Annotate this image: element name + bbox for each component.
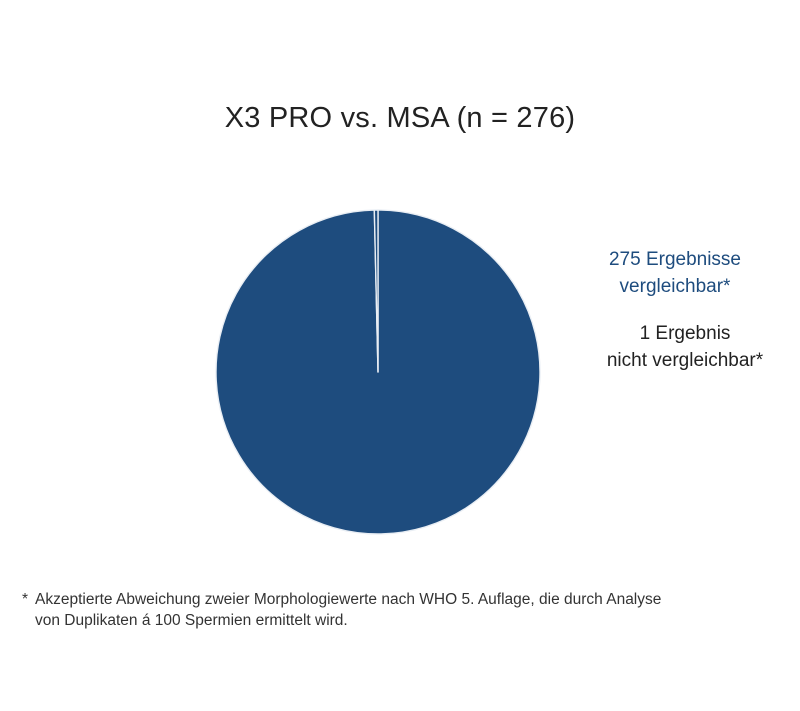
legend-not-comparable-line2: nicht vergleichbar* xyxy=(606,350,764,371)
legend-comparable-line2: vergleichbar* xyxy=(619,276,731,297)
footnote-marker: * xyxy=(22,591,29,608)
legend-not-comparable: 1 Ergebnis nicht vergleichbar* xyxy=(585,320,785,374)
footnote-line-2: von Duplikaten á 100 Spermien ermittelt … xyxy=(35,612,348,629)
pie-slice-2 xyxy=(373,209,379,373)
footnote-line-1: Akzeptierte Abweichung zweier Morphologi… xyxy=(35,591,662,608)
legend-comparable: 275 Ergebnisse vergleichbar* xyxy=(585,246,765,300)
chart-title: X3 PRO vs. MSA (n = 276) xyxy=(224,102,576,134)
legend-not-comparable-line1: 1 Ergebnis xyxy=(639,323,731,344)
footnote: * Akzeptierte Abweichung zweier Morpholo… xyxy=(22,589,782,631)
legend-comparable-line1: 275 Ergebnisse xyxy=(608,249,742,270)
